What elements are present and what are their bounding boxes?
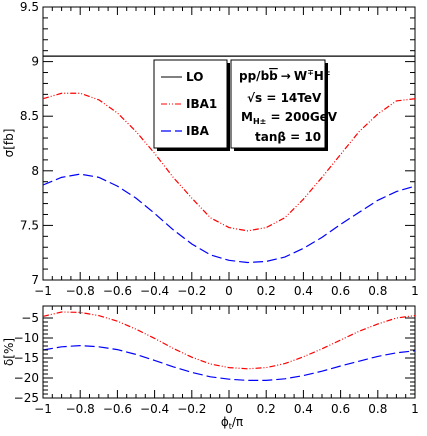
bottom-series-iba1 bbox=[42, 311, 416, 370]
top-ytick-label: 9 bbox=[31, 55, 39, 69]
bottom-xtick-label: −0.2 bbox=[177, 402, 206, 416]
top-xtick-label: 0 bbox=[225, 284, 233, 298]
bottom-ytick-label: −5 bbox=[21, 311, 39, 325]
top-xtick-label: 0.6 bbox=[331, 284, 350, 298]
bottom-panel: −1 −0.8 −0.6 −0.4 −0.2 0 0.2 0.4 0.6 0.8 1 −25−20−… bbox=[2, 305, 419, 431]
bottom-ytick-label: −25 bbox=[14, 391, 39, 405]
annotation-tanbeta: tanβ = 10 bbox=[255, 130, 321, 144]
top-ytick-label: 7.5 bbox=[20, 218, 39, 232]
bottom-xtick-label: 0.6 bbox=[331, 402, 350, 416]
annotation-process: pp/bb → W∓H± bbox=[239, 68, 331, 83]
top-y-ticks: 7 7.5 8 8.5 9 9.5 bbox=[20, 0, 415, 287]
annotation-energy: √s = 14TeV bbox=[247, 91, 322, 105]
top-ytick-label: 8.5 bbox=[20, 109, 39, 123]
annotation-frame bbox=[230, 59, 326, 149]
top-panel: −1 −0.8 −0.6 −0.4 −0.2 0 0.2 0.4 0.6 0.8 1 7 7.5 8 8.… bbox=[2, 0, 419, 298]
bottom-xtick-label: 1 bbox=[411, 402, 419, 416]
legend-label-iba: IBA bbox=[186, 124, 210, 138]
bottom-x-ticks: −1 −0.8 −0.6 −0.4 −0.2 0 0.2 0.4 0.6 0.8 1 bbox=[34, 306, 419, 416]
annotation-mass: MH± = 200GeV bbox=[241, 110, 338, 126]
bottom-x-axis-label: ϕt/π bbox=[221, 415, 243, 431]
top-ytick-label: 9.5 bbox=[20, 0, 39, 14]
bottom-xtick-label: 0.8 bbox=[368, 402, 387, 416]
top-series-iba1 bbox=[42, 92, 416, 232]
bottom-y-ticks: −25 −20 −15 −10 −5 bbox=[14, 311, 415, 405]
bottom-ytick-label: −10 bbox=[14, 331, 39, 345]
top-series-iba bbox=[42, 173, 416, 264]
top-y-axis-label: σ[fb] bbox=[2, 129, 16, 158]
top-xtick-label: 1 bbox=[411, 284, 419, 298]
bottom-xtick-label: −0.4 bbox=[140, 402, 169, 416]
bottom-xtick-label: 0.4 bbox=[294, 402, 313, 416]
top-xtick-label: 0.8 bbox=[368, 284, 387, 298]
bottom-ytick-label: −20 bbox=[14, 371, 39, 385]
bottom-xtick-label: −0.8 bbox=[66, 402, 95, 416]
top-ytick-label: 8 bbox=[31, 164, 39, 178]
top-xtick-label: −0.6 bbox=[103, 284, 132, 298]
bottom-ytick-label: −15 bbox=[14, 351, 39, 365]
top-ytick-label: 7 bbox=[31, 273, 39, 287]
top-xtick-label: −0.2 bbox=[177, 284, 206, 298]
bottom-series-iba bbox=[42, 344, 416, 381]
legend: LO IBA1 IBA bbox=[153, 59, 230, 151]
top-xtick-label: −0.4 bbox=[140, 284, 169, 298]
bottom-y-axis-label: δ[%] bbox=[2, 338, 16, 366]
top-x-ticks: −1 −0.8 −0.6 −0.4 −0.2 0 0.2 0.4 0.6 0.8 1 bbox=[34, 7, 419, 298]
bottom-xtick-label: 0.2 bbox=[257, 402, 276, 416]
legend-label-lo: LO bbox=[186, 70, 203, 84]
bottom-xtick-label: −0.6 bbox=[103, 402, 132, 416]
top-xtick-label: 0.2 bbox=[257, 284, 276, 298]
top-xtick-label: −0.8 bbox=[66, 284, 95, 298]
legend-label-iba1: IBA1 bbox=[186, 97, 217, 111]
annotation-box: pp/bb → W∓H± √s = 14TeV MH± = 200GeV tanβ … bbox=[230, 59, 338, 151]
top-xtick-label: −1 bbox=[34, 284, 52, 298]
top-series-group bbox=[42, 55, 416, 264]
bottom-series-group bbox=[42, 311, 416, 381]
top-xtick-label: 0.4 bbox=[294, 284, 313, 298]
bottom-plot-frame bbox=[42, 305, 416, 399]
bottom-xtick-label: 0 bbox=[225, 402, 233, 416]
bbar-b: b bbox=[269, 69, 278, 83]
bottom-xtick-label: −1 bbox=[34, 402, 52, 416]
